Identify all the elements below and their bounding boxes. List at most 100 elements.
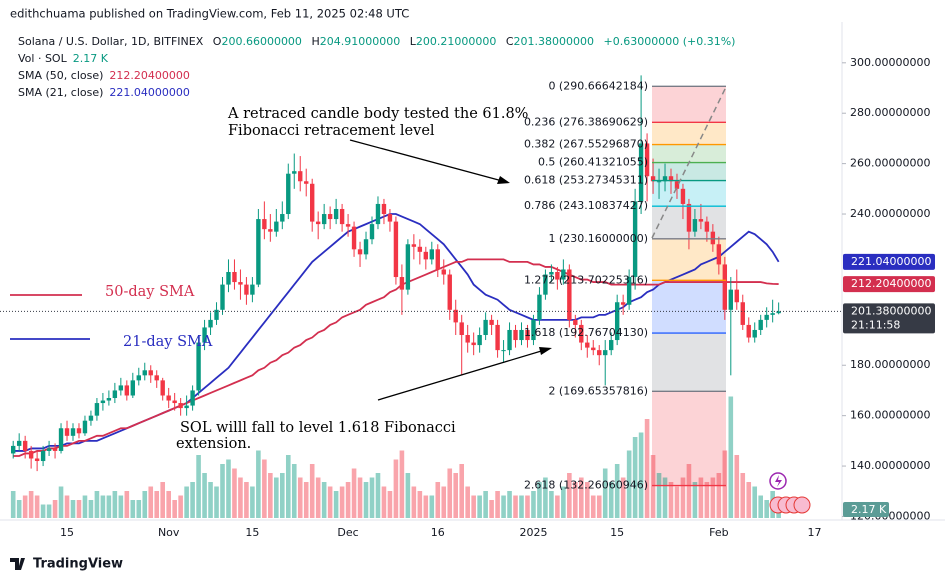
volume-bar: [375, 473, 381, 518]
volume-bar: [555, 495, 560, 518]
volume-bar: [543, 477, 548, 518]
brand: TradingView: [33, 557, 123, 572]
volume-bar: [399, 450, 405, 518]
candle-body: [567, 269, 572, 320]
candle-body: [244, 284, 249, 295]
footer: TradingView: [10, 557, 123, 572]
volume-bar: [363, 482, 369, 518]
candle-body: [614, 302, 620, 341]
volume-bar: [734, 455, 740, 518]
volume-bar: [722, 450, 728, 518]
candle-body: [387, 214, 393, 222]
candle-body: [274, 221, 279, 232]
candle-body: [100, 400, 106, 404]
volume-bar: [226, 459, 231, 518]
candle-body: [357, 249, 363, 255]
fib-label: 1.272 (213.70225316): [524, 273, 648, 286]
fib-label: 2.618 (132.26060946): [524, 479, 648, 492]
volume-bar: [638, 432, 644, 518]
volume-bar: [76, 500, 82, 518]
fib-label: 1.618 (192.76704130): [524, 326, 648, 339]
event-icon: [775, 475, 782, 487]
volume-bar: [130, 500, 136, 518]
candle-body: [184, 405, 189, 409]
event-icon: [793, 496, 811, 514]
candle-body: [465, 335, 470, 343]
volume-bar: [531, 491, 536, 518]
fib-label: 0.382 (267.55296870): [524, 138, 648, 151]
candle-body: [429, 249, 434, 260]
volume-bar: [82, 495, 88, 518]
candle-body: [256, 219, 261, 285]
volume-bar: [136, 500, 142, 518]
ohlc-value: 200.21000000: [416, 35, 496, 48]
volume-bar: [369, 477, 375, 518]
x-tick-label: Dec: [337, 526, 358, 539]
fib-label: 0.5 (260.41321055): [538, 156, 648, 169]
volume-bar: [118, 495, 124, 518]
volume-bar: [561, 486, 566, 518]
candle-body: [435, 249, 440, 270]
candle-body: [626, 277, 632, 305]
candle-body: [752, 329, 757, 338]
y-tick-label: 300.00000000: [850, 56, 930, 69]
candle-body: [286, 173, 291, 215]
volume-bar: [208, 482, 213, 518]
candle-body: [76, 428, 82, 434]
candle-body: [94, 403, 100, 416]
volume-bar: [154, 491, 160, 518]
candle-body: [28, 450, 34, 459]
x-tick-label: 2025: [519, 526, 547, 539]
x-tick-label: 17: [808, 526, 822, 539]
volume-bar: [507, 491, 512, 518]
volume-bar: [46, 504, 52, 518]
annotation: Fibonacci retracement level: [228, 123, 435, 139]
volume-bar: [614, 464, 620, 518]
volume-bar: [710, 477, 716, 518]
ohlc-value: 204.91000000: [320, 35, 400, 48]
legend-line: SMA (50, close) 212.20400000: [18, 69, 190, 82]
price-badge-label: 201.38000000: [851, 304, 931, 317]
candle-body: [214, 309, 219, 320]
volume-bar: [435, 482, 441, 518]
candle-body: [662, 176, 668, 182]
volume-bar: [321, 482, 327, 518]
candle-body: [16, 440, 22, 446]
candle-body: [40, 450, 46, 462]
candle-body: [34, 458, 40, 462]
fib-label: 0 (290.66642184): [548, 79, 648, 92]
volume-bar: [10, 491, 16, 518]
candle-body: [292, 171, 297, 174]
volume-bar: [196, 455, 201, 518]
candle-body: [220, 284, 225, 310]
volume-bar: [166, 491, 171, 518]
volume-bar: [728, 396, 734, 518]
volume-bar: [280, 473, 285, 518]
candle-body: [363, 239, 369, 255]
volume-bar: [315, 477, 321, 518]
volume-bar: [184, 486, 189, 518]
volume-bar: [537, 482, 542, 518]
price-badge-label: 221.04000000: [851, 255, 931, 268]
candle-body: [190, 390, 195, 406]
candle-body: [351, 226, 357, 250]
candle-body: [549, 271, 554, 275]
volume-bar: [447, 468, 453, 518]
volume-bar: [28, 491, 34, 518]
volume-bar: [501, 495, 506, 518]
fib-label: 0.236 (276.38690629): [524, 115, 648, 128]
candle-body: [453, 309, 458, 323]
candle-body: [716, 244, 722, 265]
volume-bar: [268, 473, 273, 518]
x-tick-label: Feb: [709, 526, 728, 539]
fib-trend-line: [651, 86, 727, 239]
volume-bar: [190, 482, 195, 518]
candle-body: [477, 335, 482, 346]
y-tick-label: 280.00000000: [850, 106, 930, 119]
candle-body: [597, 350, 602, 356]
candle-body: [740, 302, 745, 325]
volume-bar: [602, 468, 608, 518]
volume-bar: [441, 486, 447, 518]
volume-bar: [64, 495, 70, 518]
